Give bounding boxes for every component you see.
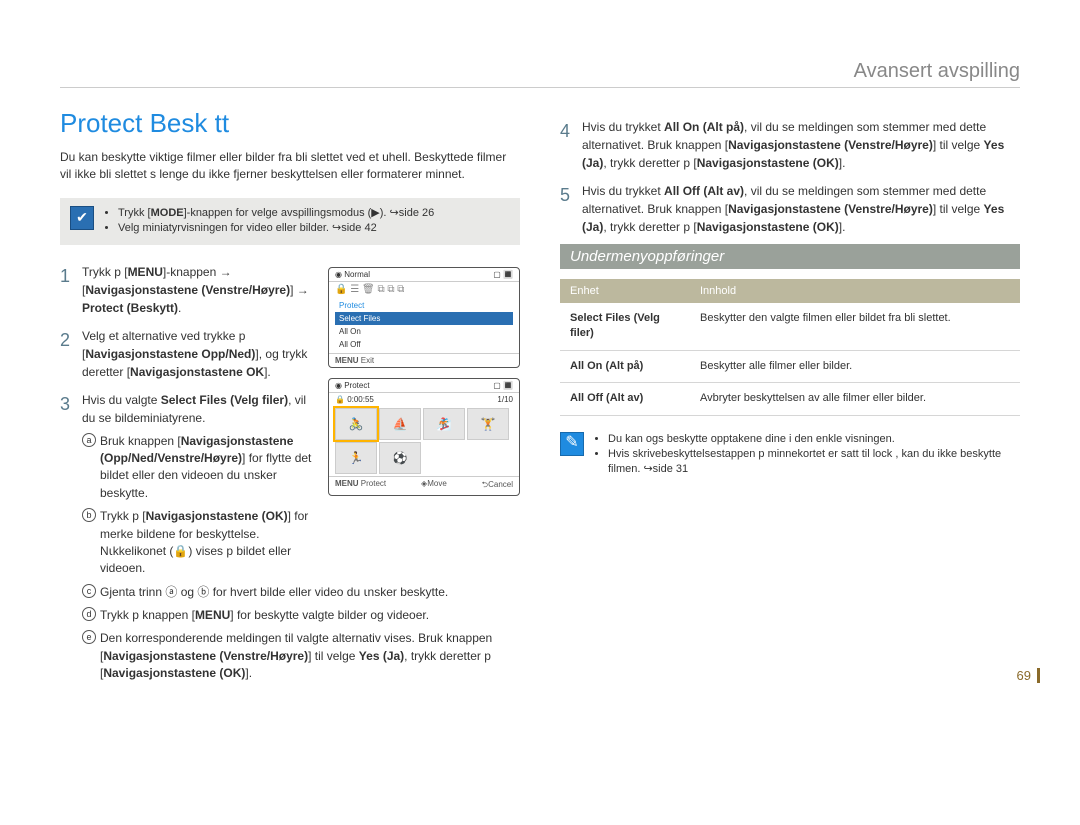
note-box-protect: ✎ Du kan ogs beskytte opptakene dine i d… [560,432,1020,478]
camera-screen-menu: ◉ Normal ▢ 🔳 🔒 ☰ 🗑 ⧉ ⧉ ⧉ Protect Select … [328,267,520,368]
step-number: 4 [560,118,582,145]
substep-c: Gjenta trinn ⓐ og ⓑ for hvert bilde elle… [100,584,448,601]
table-cell-val: Beskytter den valgte filmen eller bildet… [690,303,1020,350]
table-header-unit: Enhet [560,279,690,303]
protect-label: Protect [361,479,386,488]
thumbnail: 🏂 [423,408,465,440]
step-number: 3 [60,391,82,418]
note-item: Hvis skrivebeskyttelsestappen p minnekor… [608,447,1020,478]
note-box-mode: ✔ Trykk [MODE]-knappen for velge avspill… [60,198,520,245]
page: Avansert avspilling Protect Besk tt Du k… [0,0,1080,709]
screen2-title: Protect [344,381,369,390]
step-number: 2 [60,327,82,354]
submenu-table: Enhet Innhold Select Files (Velg filer) … [560,279,1020,416]
thumbnail: 🏋 [467,408,509,440]
step-1: Trykk p [MENU]-knappen → [Navigasjonstas… [82,263,318,317]
step-4: Hvis du trykket All On (Alt på), vil du … [582,118,1020,172]
table-row: All On (Alt på) Beskytter alle filmer el… [560,350,1020,382]
table-cell-val: Avbryter beskyttelsen av alle filmer ell… [690,383,1020,415]
substep-b: Trykk p [Navigasjonstastene (OK)] for me… [100,508,318,578]
menu-label: MENU [335,356,359,365]
screen2-time: 0:00:55 [347,395,374,404]
screen2-count: 1/10 [497,395,513,404]
check-icon: ✔ [70,206,94,230]
step-number: 5 [560,182,582,209]
page-title: Protect Besk tt [60,108,520,139]
intro-text: Du kan beskytte viktige filmer eller bil… [60,149,520,184]
substep-a: Bruk knappen [Navigasjonstastene (Opp/Ne… [100,433,318,503]
pencil-icon: ✎ [560,432,584,456]
table-row: All Off (Alt av) Avbryter beskyttelsen a… [560,383,1020,415]
menu-label: MENU [335,479,359,488]
note-item: Velg miniatyrvisningen for video eller b… [118,221,434,236]
screen1-normal: Normal [344,270,370,279]
thumbnail: 🏃 [335,442,377,474]
table-cell-key: All On (Alt på) [560,350,690,382]
menu-row-protect: Protect [335,299,513,312]
substep-e: Den korresponderende meldingen til valgt… [100,630,520,682]
table-row: Select Files (Velg filer) Beskytter den … [560,303,1020,350]
menu-row-all-on: All On [335,325,513,338]
table-header-content: Innhold [690,279,1020,303]
page-number: 69 [1017,668,1040,683]
menu-row-select-files: Select Files [335,312,513,325]
thumbnail: ⚽ [379,442,421,474]
note-item: Trykk [MODE]-knappen for velge avspillin… [118,206,434,221]
right-column: 4 Hvis du trykket All On (Alt på), vil d… [560,108,1020,689]
left-column: Protect Besk tt Du kan beskytte viktige … [60,108,520,689]
move-label: Move [427,479,447,488]
thumbnail: 🚴 [335,408,377,440]
table-cell-key: All Off (Alt av) [560,383,690,415]
section-header: Avansert avspilling [60,60,1020,88]
table-cell-key: Select Files (Velg filer) [560,303,690,350]
camera-screens: ◉ Normal ▢ 🔳 🔒 ☰ 🗑 ⧉ ⧉ ⧉ Protect Select … [328,267,520,506]
camera-screen-thumbs: ◉ Protect ▢ 🔳 🔒 0:00:55 1/10 🚴 ⛵ 🏂 🏋 🏃 ⚽ [328,378,520,496]
step-2: Velg et alternative ved trykke p [Naviga… [82,327,318,381]
menu-row-all-off: All Off [335,338,513,351]
thumbnail: ⛵ [379,408,421,440]
table-cell-val: Beskytter alle filmer eller bilder. [690,350,1020,382]
substep-d: Trykk p knappen [MENU] for beskytte valg… [100,607,429,624]
step-5: Hvis du trykket All Off (Alt av), vil du… [582,182,1020,236]
exit-label: Exit [361,356,374,365]
step-3: Hvis du valgte Select Files (Velg filer)… [82,391,318,427]
submenu-heading: Undermenyoppføringer [560,244,1020,269]
cancel-label: Cancel [488,480,513,489]
note-item: Du kan ogs beskytte opptakene dine i den… [608,432,1020,447]
step-number: 1 [60,263,82,290]
